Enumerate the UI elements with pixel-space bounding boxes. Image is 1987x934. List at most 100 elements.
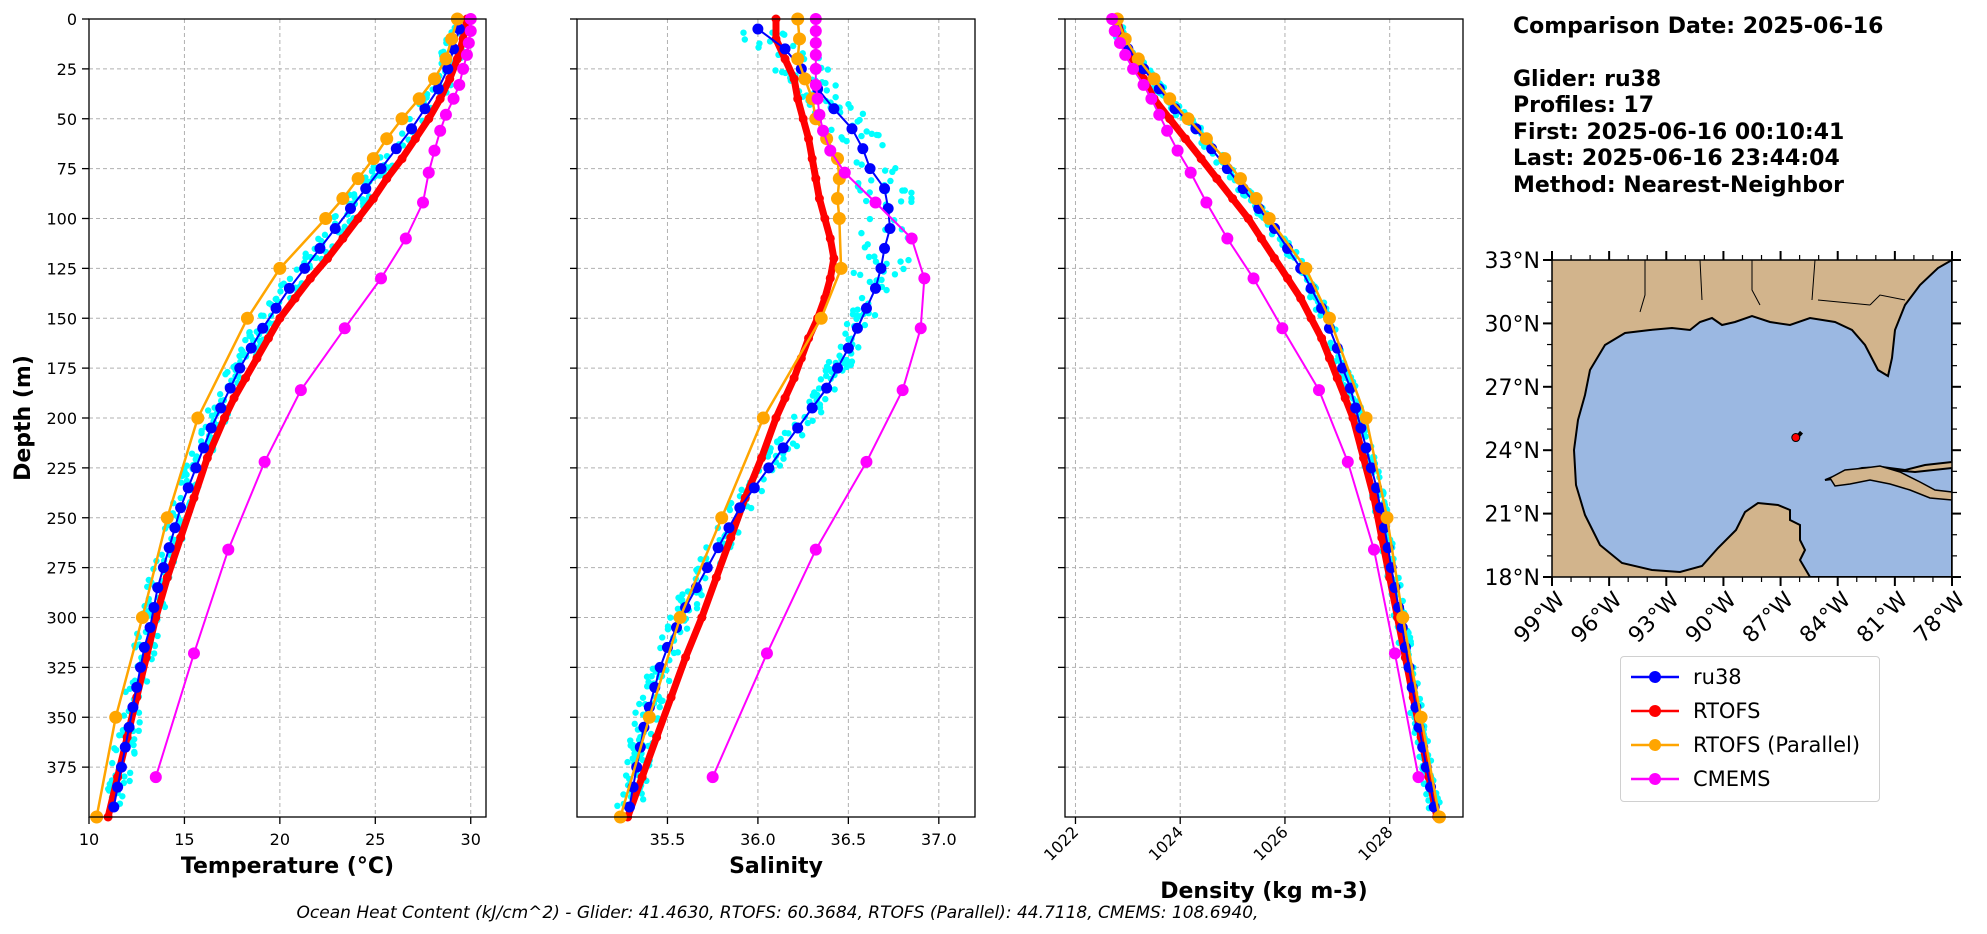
glider-profile-point xyxy=(908,195,915,202)
rtofs-point xyxy=(1212,174,1222,184)
cmems-point xyxy=(706,771,719,784)
glider-profile-point xyxy=(831,386,838,393)
glider-profile-point xyxy=(154,632,161,640)
ru38-point xyxy=(329,222,341,234)
glider-profile-point xyxy=(636,700,643,708)
ru38-point xyxy=(112,781,124,793)
x-tick-label: 1024 xyxy=(1145,822,1187,864)
y-tick-label: 75 xyxy=(57,160,77,179)
legend-label-cmems: CMEMS xyxy=(1693,767,1771,791)
cmems-point xyxy=(1247,272,1260,285)
glider-profile-point xyxy=(847,361,855,369)
ru38-point xyxy=(763,462,775,474)
map-lon-label: 90°W xyxy=(1681,587,1742,648)
glider-profile-point xyxy=(900,265,907,273)
rtofs-parallel-point xyxy=(160,511,174,525)
glider-profile-point xyxy=(868,177,875,184)
ru38-point xyxy=(821,382,833,394)
glider-profile-point xyxy=(242,336,249,344)
rtofs-point xyxy=(1348,413,1358,423)
glider-profile-point xyxy=(813,391,821,399)
rtofs-point xyxy=(1180,134,1190,144)
ru38-point xyxy=(406,123,418,135)
first-time: First: 2025-06-16 00:10:41 xyxy=(1513,119,1845,145)
ru38-point xyxy=(875,262,887,274)
ru38-point xyxy=(857,143,869,155)
x-tick-label: 36.5 xyxy=(831,830,867,849)
rtofs-parallel-point xyxy=(1218,152,1232,166)
ru38-line xyxy=(628,28,891,808)
rtofs-point xyxy=(825,273,835,283)
rtofs-point xyxy=(1377,533,1387,543)
cmems-point xyxy=(1412,771,1425,784)
ru38-point xyxy=(215,402,227,414)
glider-profile-point xyxy=(861,321,869,329)
method: Method: Nearest-Neighbor xyxy=(1513,172,1844,198)
rtofs-point xyxy=(382,174,392,184)
rtofs-point xyxy=(825,233,835,243)
cmems-point xyxy=(838,166,851,179)
x-tick-label: 20 xyxy=(270,830,290,849)
glider-profile-point xyxy=(785,430,792,437)
map-lat-label: 33°N xyxy=(1485,249,1540,274)
glider-profile-point xyxy=(855,344,862,351)
glider-profile-point xyxy=(828,126,835,134)
ru38-point xyxy=(1350,402,1362,414)
cmems-point xyxy=(294,384,307,397)
glider-profile-point xyxy=(740,29,747,36)
rtofs-parallel-point xyxy=(715,511,729,525)
glider-profile-point xyxy=(332,212,339,220)
rtofs-parallel-point xyxy=(1249,192,1263,206)
glider-profile-point xyxy=(131,748,138,756)
rtofs-parallel-point xyxy=(1147,72,1161,86)
x-tick-label: 1026 xyxy=(1250,822,1292,864)
glider-profile-point xyxy=(908,189,915,196)
glider-profile-point xyxy=(858,229,865,237)
cmems-point xyxy=(813,108,826,121)
glider-profile-point xyxy=(891,271,899,278)
cmems-point xyxy=(149,771,162,784)
temperature-axis-label: Temperature (°C) xyxy=(181,854,394,879)
map-cuba xyxy=(1828,465,1952,501)
glider-profile-point xyxy=(106,780,113,788)
glider-profile-point xyxy=(798,432,806,439)
ru38-point xyxy=(169,522,181,534)
glider-profile-point xyxy=(850,269,857,277)
rtofs-point xyxy=(711,573,721,583)
cmems-point xyxy=(422,166,435,179)
glider-profile-point xyxy=(823,372,830,380)
glider-profile-point xyxy=(824,66,832,73)
glider-profile-point xyxy=(816,401,824,408)
glider-profile-point xyxy=(878,276,885,284)
cmems-point xyxy=(1113,36,1126,49)
rtofs-point xyxy=(804,134,814,144)
ru38-point xyxy=(224,382,236,394)
ru38-point xyxy=(419,103,431,115)
glider-profile-point xyxy=(181,469,189,476)
glider-profile-point xyxy=(1327,339,1334,347)
legend-marker xyxy=(1649,739,1661,751)
cmems-point xyxy=(1367,543,1380,556)
rtofs-point xyxy=(275,313,285,323)
ru38-point xyxy=(148,602,160,614)
glider-profile-point xyxy=(639,796,647,803)
y-tick-label: 225 xyxy=(46,459,77,478)
cmems-point xyxy=(187,647,200,660)
cmems-point xyxy=(809,24,822,37)
ocean-heat-content-caption: Ocean Heat Content (kJ/cm^2) - Glider: 4… xyxy=(296,903,1259,923)
glider-profile-point xyxy=(866,278,874,286)
glider-profile-point xyxy=(832,82,839,89)
ru38-point xyxy=(138,641,150,653)
rtofs-parallel-point xyxy=(351,172,365,186)
ru38-point xyxy=(314,242,326,254)
rtofs-point xyxy=(176,533,186,543)
cmems-point xyxy=(439,108,452,121)
glider-profile-point xyxy=(892,165,899,172)
glider-profile-point xyxy=(901,187,908,194)
glider-profile-point xyxy=(177,494,184,502)
glider-profile-point xyxy=(620,791,627,798)
map-lon-label: 81°W xyxy=(1852,587,1913,648)
y-tick-label: 250 xyxy=(46,509,77,528)
glider-profile-point xyxy=(697,556,704,563)
glider-profile-point xyxy=(121,773,128,780)
